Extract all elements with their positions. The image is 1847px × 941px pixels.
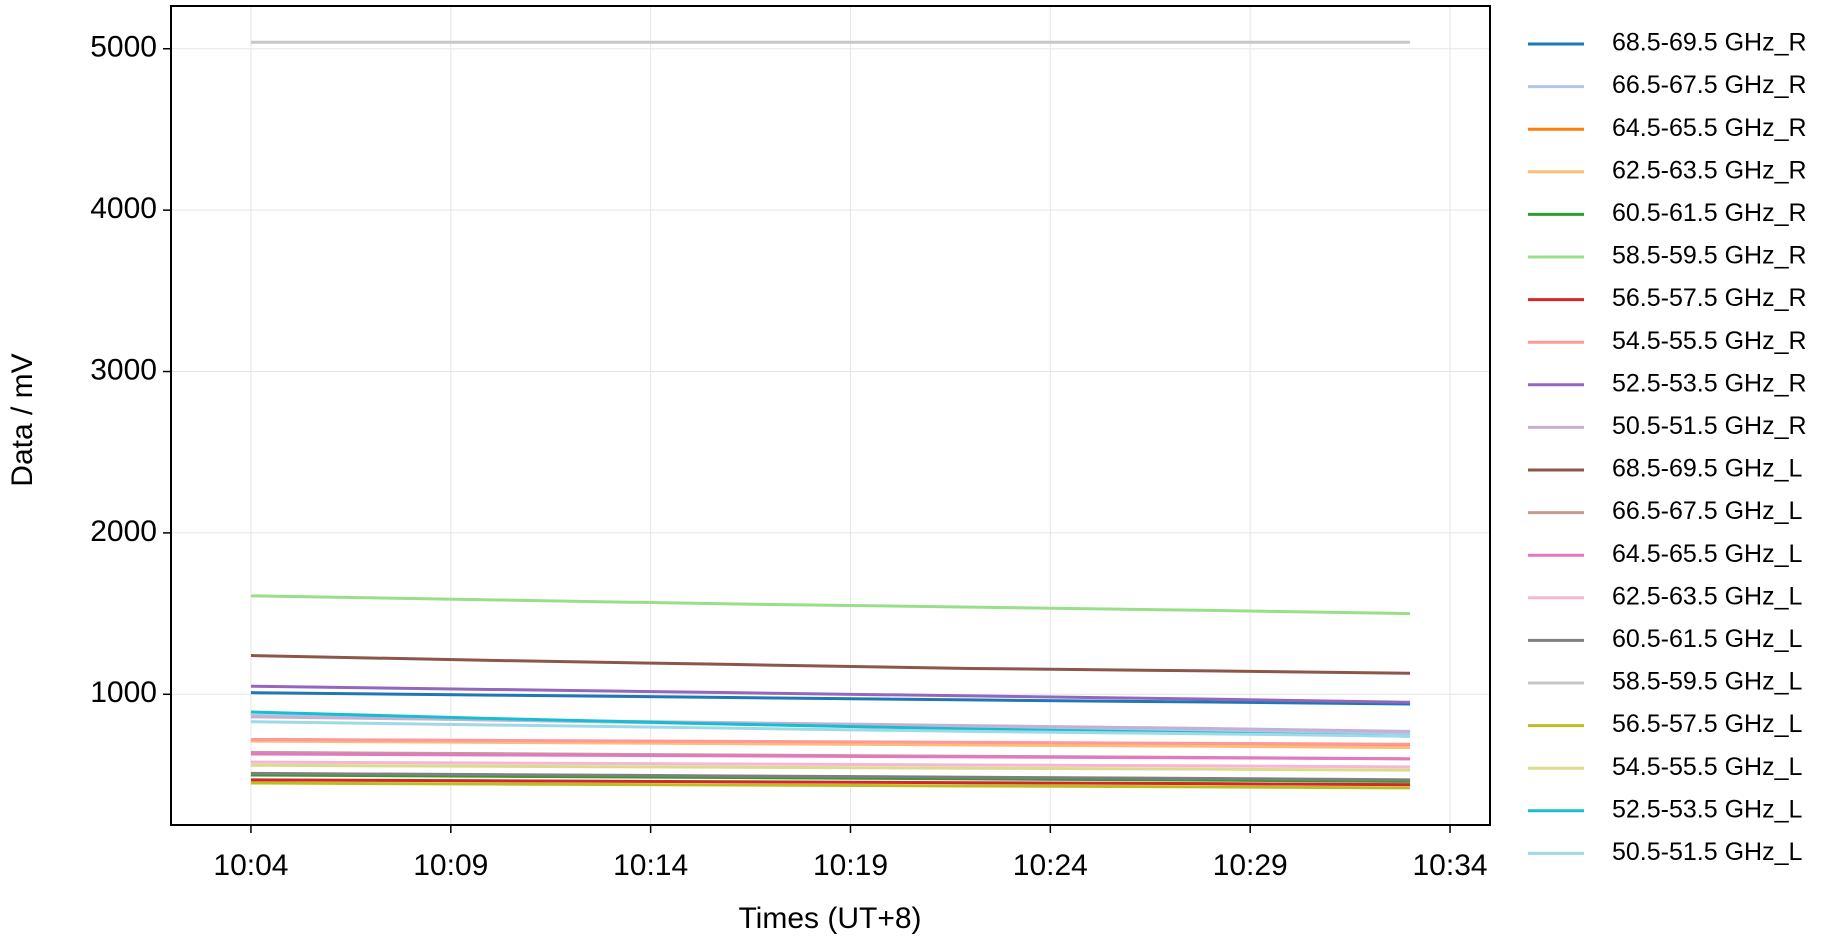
legend-label: 66.5-67.5 GHz_R <box>1612 71 1807 99</box>
series-line <box>250 773 1411 783</box>
legend-label: 58.5-59.5 GHz_L <box>1612 668 1802 696</box>
legend-label: 56.5-57.5 GHz_L <box>1612 710 1802 738</box>
x-tick-label: 10:34 <box>1412 849 1487 882</box>
y-tick-label: 1000 <box>90 676 157 709</box>
series-line <box>250 739 1411 750</box>
y-tick-label: 5000 <box>90 31 157 64</box>
legend-label: 60.5-61.5 GHz_L <box>1612 625 1802 653</box>
legend-label: 52.5-53.5 GHz_R <box>1612 369 1807 397</box>
x-tick-label: 10:29 <box>1213 849 1288 882</box>
legend-label: 62.5-63.5 GHz_L <box>1612 582 1802 610</box>
legend-label: 58.5-59.5 GHz_R <box>1612 242 1807 270</box>
legend-label: 68.5-69.5 GHz_R <box>1612 29 1807 57</box>
legend-label: 50.5-51.5 GHz_L <box>1612 838 1802 866</box>
series-line <box>250 763 1411 772</box>
series-line <box>250 771 1411 782</box>
legend-label: 68.5-69.5 GHz_L <box>1612 455 1802 483</box>
series-line <box>250 781 1411 790</box>
y-tick-label: 4000 <box>90 192 157 225</box>
x-axis-label: Times (UT+8) <box>738 902 921 935</box>
plot-frame <box>170 5 1491 826</box>
x-tick-label: 10:14 <box>613 849 688 882</box>
legend-label: 54.5-55.5 GHz_R <box>1612 327 1807 355</box>
legend-label: 64.5-65.5 GHz_L <box>1612 540 1802 568</box>
series-line <box>250 778 1411 787</box>
legend-label: 52.5-53.5 GHz_L <box>1612 795 1802 823</box>
x-tick-label: 10:09 <box>413 849 488 882</box>
legend-label: 56.5-57.5 GHz_R <box>1612 284 1807 312</box>
y-tick-label: 3000 <box>90 353 157 386</box>
legend-label: 54.5-55.5 GHz_L <box>1612 753 1802 781</box>
y-axis-label: Data / mV <box>6 353 39 486</box>
series-line <box>250 760 1411 769</box>
legend-label: 66.5-67.5 GHz_L <box>1612 497 1802 525</box>
x-tick-label: 10:24 <box>1013 849 1088 882</box>
x-tick-label: 10:19 <box>813 849 888 882</box>
y-tick-label: 2000 <box>90 515 157 548</box>
series-line <box>250 691 1411 706</box>
legend-label: 64.5-65.5 GHz_R <box>1612 114 1807 142</box>
series-line <box>250 684 1411 704</box>
legend-label: 62.5-63.5 GHz_R <box>1612 156 1807 184</box>
series-line <box>250 654 1411 675</box>
legend-label: 60.5-61.5 GHz_R <box>1612 199 1807 227</box>
series-line <box>250 720 1411 738</box>
series-line <box>250 737 1411 746</box>
series-line <box>250 752 1411 761</box>
series-line <box>250 715 1411 733</box>
legend-label: 50.5-51.5 GHz_R <box>1612 412 1807 440</box>
x-tick-label: 10:04 <box>213 849 288 882</box>
series-line <box>250 594 1411 616</box>
